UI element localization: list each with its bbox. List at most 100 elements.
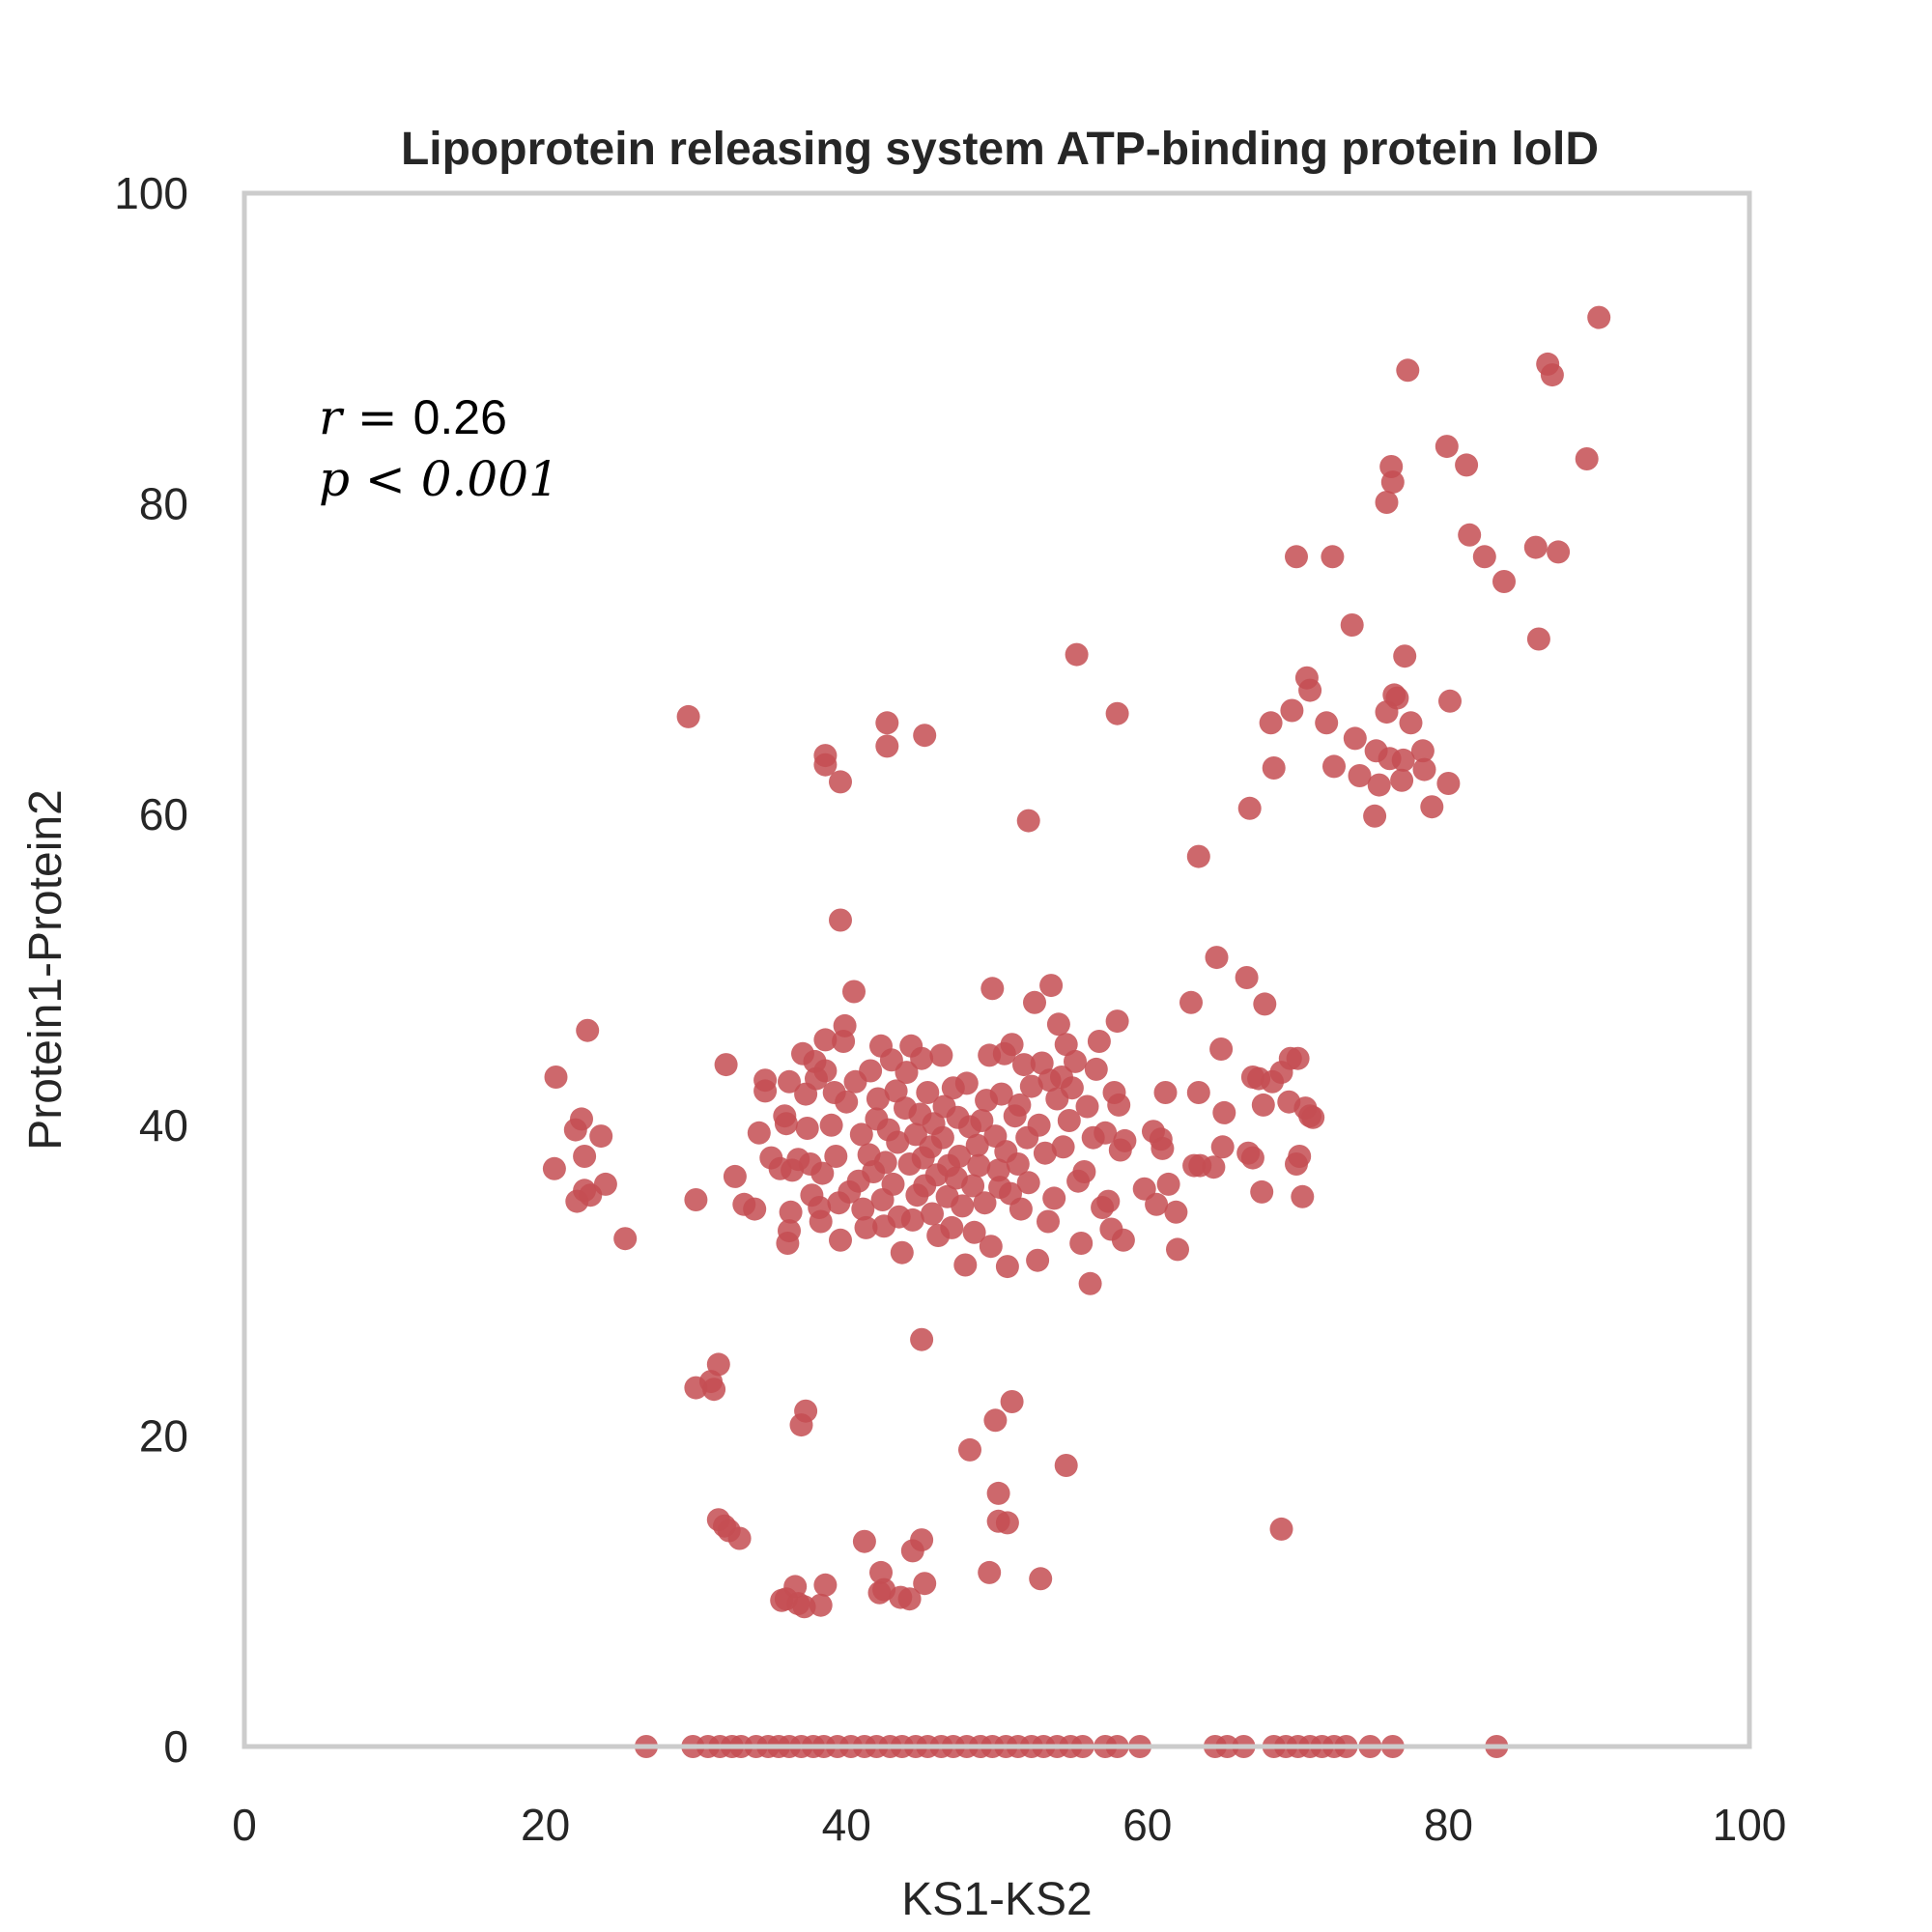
scatter-point xyxy=(1205,946,1229,970)
scatter-point xyxy=(869,1560,893,1584)
scatter-point xyxy=(833,1013,857,1037)
scatter-point xyxy=(1375,491,1399,514)
scatter-point xyxy=(859,1059,883,1083)
scatter-point xyxy=(895,1061,919,1085)
scatter-point xyxy=(1340,613,1364,637)
scatter-point xyxy=(842,980,866,1004)
scatter-point xyxy=(962,1220,986,1244)
scatter-point xyxy=(983,1408,1008,1433)
scatter-point xyxy=(1000,1390,1024,1413)
stat-p-symbol: p xyxy=(319,451,350,507)
scatter-point xyxy=(1054,1454,1078,1477)
scatter-point xyxy=(1391,748,1415,772)
scatter-point xyxy=(1420,795,1444,819)
scatter-point xyxy=(1540,363,1564,387)
scatter-point xyxy=(824,1145,848,1168)
scatter-point xyxy=(1322,754,1346,779)
scatter-point xyxy=(1348,764,1372,787)
scatter-point xyxy=(1033,1141,1057,1165)
scatter-point xyxy=(1054,1033,1078,1057)
scatter-point xyxy=(970,1109,994,1132)
stat-r-symbol: r xyxy=(319,389,345,445)
stat-r-op: = xyxy=(342,389,413,445)
scatter-point xyxy=(875,711,899,735)
scatter-point xyxy=(778,1069,801,1094)
scatter-point xyxy=(613,1227,638,1251)
y-tick-label: 80 xyxy=(139,479,188,529)
scatter-point xyxy=(961,1174,985,1198)
scatter-point xyxy=(953,1253,978,1277)
scatter-point xyxy=(884,1079,908,1103)
scatter-point xyxy=(1455,453,1479,477)
scatter-point xyxy=(995,1255,1019,1279)
scatter-point xyxy=(1269,1517,1293,1541)
x-tick-label: 0 xyxy=(232,1800,257,1850)
scatter-point xyxy=(1019,1074,1043,1098)
y-tick-label: 60 xyxy=(139,789,188,839)
scatter-point xyxy=(897,1587,922,1611)
scatter-point xyxy=(921,1202,944,1226)
scatter-point xyxy=(819,1113,843,1137)
scatter-point xyxy=(570,1107,593,1131)
scatter-point xyxy=(1186,1081,1210,1104)
scatter-point xyxy=(1069,1232,1094,1255)
scatter-point xyxy=(1072,1160,1096,1183)
scatter-point xyxy=(774,1112,798,1136)
plot-frame xyxy=(242,190,1752,1749)
scatter-point xyxy=(714,1053,738,1077)
scatter-point xyxy=(965,1133,989,1157)
scatter-point xyxy=(1145,1192,1169,1216)
scatter-point xyxy=(813,1573,838,1597)
scatter-point xyxy=(573,1145,597,1168)
scatter-point xyxy=(995,1511,1019,1535)
scatter-point xyxy=(954,1071,979,1095)
scatter-point xyxy=(1210,1135,1235,1159)
scatter-point xyxy=(1094,1121,1118,1145)
scatter-point xyxy=(1259,711,1283,735)
scatter-point xyxy=(1235,966,1259,989)
scatter-point xyxy=(1492,570,1516,593)
scatter-point xyxy=(1111,1228,1135,1252)
scatter-point xyxy=(1078,1271,1102,1295)
x-tick-label: 60 xyxy=(1122,1800,1172,1850)
scatter-point xyxy=(851,1197,875,1221)
scatter-point xyxy=(1096,1189,1121,1213)
scatter-point xyxy=(978,1560,1002,1584)
scatter-point xyxy=(1523,535,1548,559)
scatter-point xyxy=(1016,1171,1040,1195)
scatter-point xyxy=(1526,627,1550,651)
x-axis-label: KS1-KS2 xyxy=(901,1874,1092,1925)
scatter-point xyxy=(930,1125,954,1150)
scatter-point xyxy=(1057,1109,1081,1132)
scatter-point xyxy=(852,1529,876,1553)
scatter-point xyxy=(1412,757,1436,781)
scatter-point xyxy=(1547,540,1571,564)
scatter-point xyxy=(1385,686,1409,710)
scatter-point xyxy=(1472,545,1496,569)
scatter-point xyxy=(1046,1012,1070,1037)
scatter-point xyxy=(747,1121,771,1145)
scatter-point xyxy=(948,1145,971,1168)
scatter-point xyxy=(684,1188,708,1211)
scatter-point xyxy=(1435,435,1459,459)
scatter-point xyxy=(881,1172,905,1196)
scatter-point xyxy=(989,1082,1013,1106)
scatter-point xyxy=(1458,523,1482,547)
scatter-point xyxy=(1291,1184,1315,1208)
y-tick-label: 20 xyxy=(139,1410,188,1461)
scatter-point xyxy=(916,1081,940,1104)
scatter-point xyxy=(1209,1037,1234,1061)
x-tick-label: 80 xyxy=(1424,1800,1473,1850)
scatter-point xyxy=(1164,1200,1188,1224)
scatter-point xyxy=(706,1352,730,1377)
scatter-point xyxy=(986,1481,1010,1505)
scatter-point xyxy=(794,1399,818,1423)
scatter-point xyxy=(829,770,852,794)
scatter-point xyxy=(980,977,1005,1001)
scatter-point xyxy=(1107,1093,1131,1117)
scatter-point xyxy=(544,1065,568,1089)
scatter-point xyxy=(1037,1209,1060,1234)
scatter-point xyxy=(1039,974,1064,998)
scatter-point xyxy=(1105,701,1129,725)
